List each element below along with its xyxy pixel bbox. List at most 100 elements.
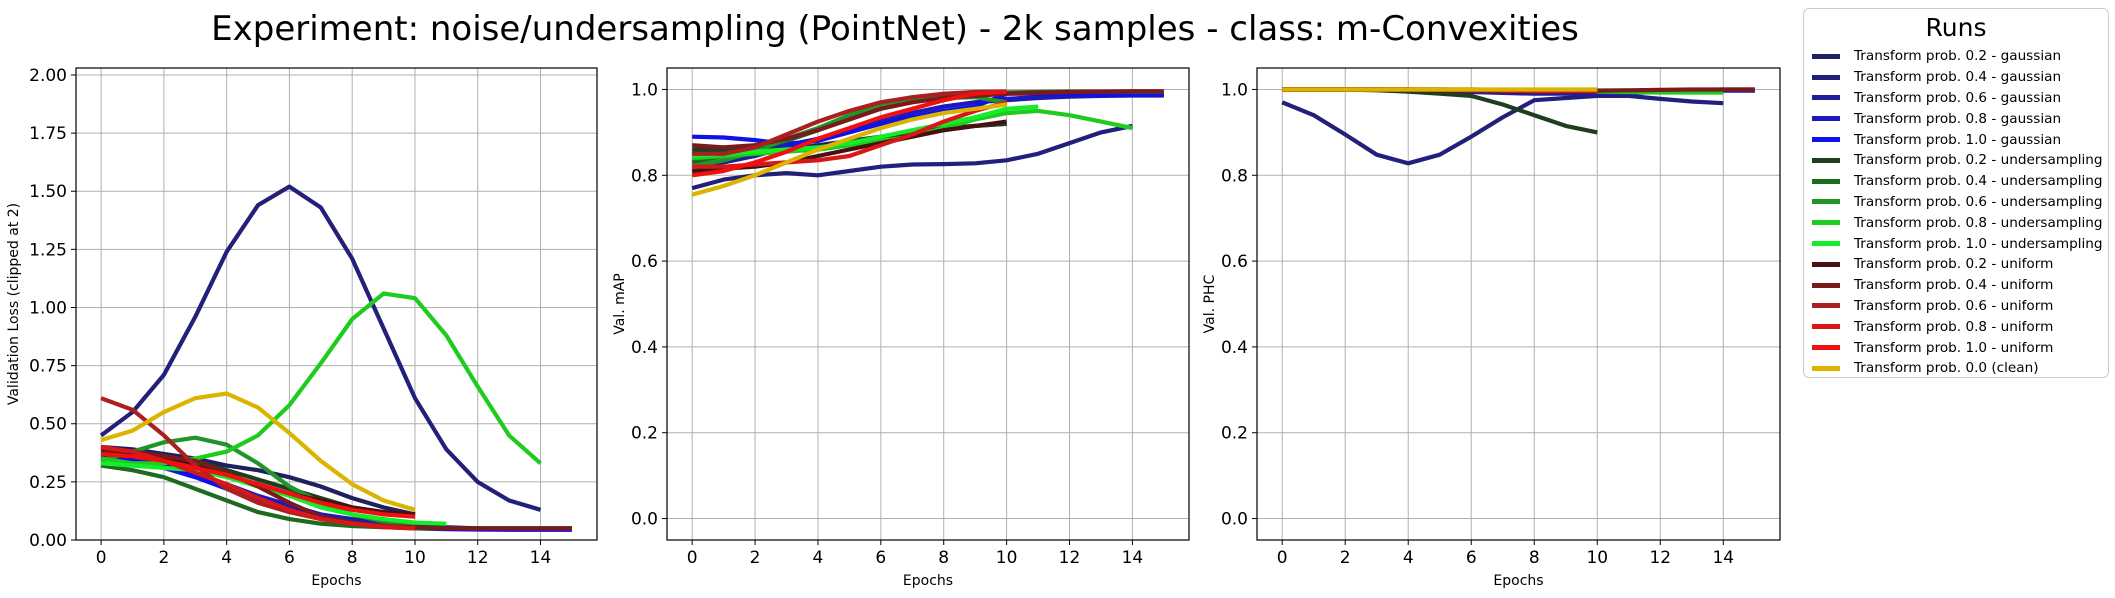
x-tick-label: 8	[938, 548, 949, 568]
legend-swatch	[1812, 53, 1840, 59]
grid	[667, 68, 1189, 540]
x-tick-label: 6	[284, 548, 295, 568]
y-tick-label: 1.75	[29, 124, 67, 144]
x-tick-label: 12	[467, 548, 489, 568]
legend: Runs Transform prob. 0.2 - gaussian Trans…	[1803, 8, 2109, 378]
x-tick-label: 14	[1712, 548, 1734, 568]
legend-entry: Transform prob. 0.4 - gaussian	[1812, 67, 2104, 88]
series-line-1	[100, 444, 416, 517]
axes-frame	[75, 67, 598, 541]
x-tick-label: 2	[158, 548, 169, 568]
legend-swatch	[1812, 261, 1840, 267]
legend-label: Transform prob. 1.0 - gaussian	[1854, 131, 2062, 148]
y-tick-label: 0.2	[1221, 424, 1248, 444]
series-line-2	[691, 123, 1133, 191]
legend-entry: Transform prob. 0.4 - uniform	[1812, 275, 2104, 296]
legend-label: Transform prob. 0.2 - gaussian	[1854, 48, 2062, 65]
series-line-16	[100, 391, 416, 512]
legend-entry: Transform prob. 1.0 - undersampling	[1812, 233, 2104, 254]
y-tick-label: 1.50	[29, 182, 67, 202]
x-tick-label: 6	[875, 548, 886, 568]
series-line-2	[99, 184, 542, 512]
legend-label: Transform prob. 0.8 - uniform	[1854, 318, 2054, 335]
grid	[76, 68, 597, 541]
legend-label: Transform prob. 0.2 - undersampling	[1854, 152, 2103, 169]
legend-label: Transform prob. 0.6 - uniform	[1854, 297, 2054, 314]
x-tick-label: 10	[996, 548, 1018, 568]
legend-label: Transform prob. 0.8 - gaussian	[1854, 110, 2062, 127]
series-line-15	[100, 451, 416, 519]
legend-swatch	[1812, 365, 1840, 371]
legend-label: Transform prob. 0.8 - undersampling	[1854, 214, 2103, 231]
axes-frame	[666, 67, 1190, 541]
legend-entry: Transform prob. 0.0 (clean)	[1812, 358, 2104, 379]
legend-swatch	[1812, 157, 1840, 163]
legend-entry: Transform prob. 0.6 - gaussian	[1812, 88, 2104, 109]
y-tick-label: 0.75	[29, 357, 67, 377]
y-tick-label: 0.6	[631, 252, 658, 272]
x-tick-label: 4	[221, 548, 232, 568]
y-axis-label: Val. mAP	[612, 273, 628, 335]
legend-swatch	[1812, 74, 1840, 80]
chart-panel-1: 0 2 4 6 8 10 12 14 0.00 0.25 0.50 0.75 1.00 1.25 1.50 1…	[6, 66, 598, 589]
x-tick-label: 2	[750, 548, 761, 568]
legend-label: Transform prob. 0.6 - gaussian	[1854, 89, 2062, 106]
y-tick-label: 1.0	[631, 80, 658, 100]
series-line-2	[1281, 93, 1724, 166]
legend-entry: Transform prob. 0.2 - uniform	[1812, 254, 2104, 275]
legend-entry: Transform prob. 0.6 - uniform	[1812, 296, 2104, 317]
legend-swatch	[1812, 116, 1840, 122]
y-tick-label: 2.00	[29, 66, 67, 86]
x-axis-label: Epochs	[903, 573, 953, 589]
x-axis-label: Epochs	[311, 573, 361, 589]
legend-title: Runs	[1925, 13, 1987, 42]
x-tick-label: 12	[1059, 548, 1081, 568]
series-line-15	[691, 89, 1007, 178]
x-tick-label: 0	[96, 548, 107, 568]
legend-entry: Transform prob. 0.4 - undersampling	[1812, 171, 2104, 192]
x-tick-label: 12	[1649, 548, 1671, 568]
x-tick-label: 0	[687, 548, 698, 568]
axes-frame	[1256, 67, 1781, 541]
y-tick-label: 0.4	[631, 338, 658, 358]
legend-swatch	[1812, 178, 1840, 184]
legend-label: Transform prob. 0.4 - gaussian	[1854, 69, 2062, 86]
legend-entries: Transform prob. 0.2 - gaussian Transform …	[1812, 46, 2104, 379]
y-tick-label: 0.6	[1221, 252, 1248, 272]
y-tick-label: 0.8	[631, 166, 658, 186]
legend-label: Transform prob. 1.0 - uniform	[1854, 339, 2054, 356]
chart-panel-2: 0 2 4 6 8 10 12 14 0.0 0.2 0.4 0.6 0.8 1.0 Epochs Val. …	[612, 67, 1190, 589]
legend-entry: Transform prob. 1.0 - gaussian	[1812, 129, 2104, 150]
y-tick-label: 0.0	[631, 510, 658, 530]
legend-swatch	[1812, 345, 1840, 351]
series-line-10	[692, 104, 1039, 159]
legend-swatch	[1812, 282, 1840, 288]
chart-panel-3: 0 2 4 6 8 10 12 14 0.0 0.2 0.4 0.6 0.8 1.0 Epochs Val. …	[1202, 67, 1781, 589]
y-tick-label: 0.0	[1221, 510, 1248, 530]
legend-entry: Transform prob. 0.2 - gaussian	[1812, 46, 2104, 67]
legend-entry: Transform prob. 1.0 - uniform	[1812, 337, 2104, 358]
x-tick-label: 14	[530, 548, 552, 568]
y-tick-label: 1.00	[29, 298, 67, 318]
series-lines	[99, 184, 572, 532]
legend-swatch	[1812, 220, 1840, 226]
series-lines	[1281, 87, 1755, 166]
y-tick-label: 0.50	[29, 415, 67, 435]
x-tick-label: 2	[1340, 548, 1351, 568]
x-tick-label: 4	[813, 548, 824, 568]
y-tick-label: 1.0	[1221, 80, 1248, 100]
x-tick-label: 8	[347, 548, 358, 568]
x-tick-label: 4	[1403, 548, 1414, 568]
grid	[1257, 68, 1780, 540]
legend-swatch	[1812, 199, 1840, 205]
x-axis-label: Epochs	[1493, 573, 1543, 589]
y-tick-label: 0.8	[1221, 166, 1248, 186]
legend-label: Transform prob. 0.4 - uniform	[1854, 277, 2054, 294]
y-tick-label: 0.2	[631, 424, 658, 444]
legend-label: Transform prob. 0.0 (clean)	[1854, 360, 2039, 377]
x-tick-label: 14	[1122, 548, 1144, 568]
legend-swatch	[1812, 137, 1840, 143]
legend-entry: Transform prob. 0.6 - undersampling	[1812, 192, 2104, 213]
x-tick-label: 10	[404, 548, 426, 568]
